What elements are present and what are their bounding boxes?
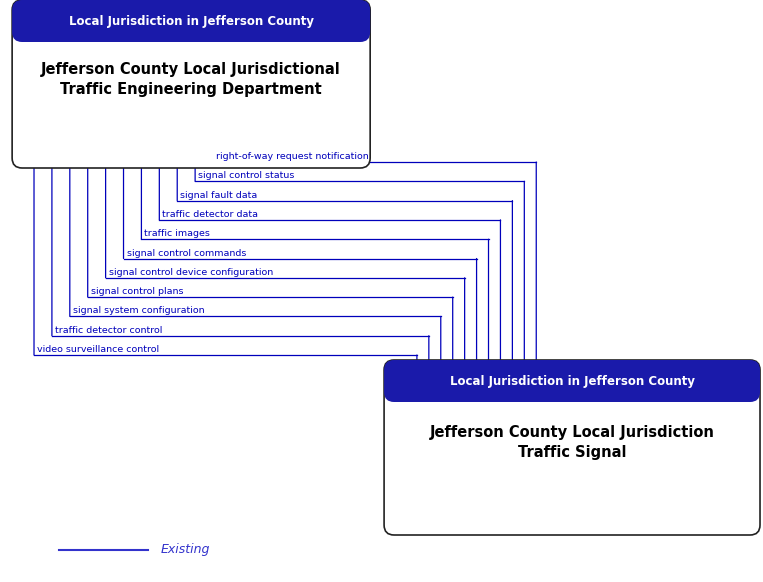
Bar <box>22 22 360 32</box>
FancyBboxPatch shape <box>12 0 370 168</box>
Text: right-of-way request notification: right-of-way request notification <box>216 152 369 161</box>
Text: traffic images: traffic images <box>144 229 211 238</box>
Text: signal control commands: signal control commands <box>127 249 246 257</box>
FancyBboxPatch shape <box>12 0 370 42</box>
Text: signal control plans: signal control plans <box>91 287 183 296</box>
Text: Existing: Existing <box>160 544 210 556</box>
Text: signal system configuration: signal system configuration <box>72 306 204 315</box>
Text: signal fault data: signal fault data <box>180 190 257 200</box>
Text: Local Jurisdiction in Jefferson County: Local Jurisdiction in Jefferson County <box>449 374 694 388</box>
Text: video surveillance control: video surveillance control <box>37 345 159 354</box>
Text: signal control status: signal control status <box>198 171 295 180</box>
FancyBboxPatch shape <box>384 360 760 535</box>
Text: Jefferson County Local Jurisdictional
Traffic Engineering Department: Jefferson County Local Jurisdictional Tr… <box>41 62 341 97</box>
Text: traffic detector data: traffic detector data <box>163 210 259 219</box>
Text: traffic detector control: traffic detector control <box>55 326 163 335</box>
Bar <box>394 382 750 392</box>
Text: signal control device configuration: signal control device configuration <box>108 268 273 277</box>
Text: Local Jurisdiction in Jefferson County: Local Jurisdiction in Jefferson County <box>69 15 314 27</box>
FancyBboxPatch shape <box>384 360 760 402</box>
Text: Jefferson County Local Jurisdiction
Traffic Signal: Jefferson County Local Jurisdiction Traf… <box>430 425 714 460</box>
